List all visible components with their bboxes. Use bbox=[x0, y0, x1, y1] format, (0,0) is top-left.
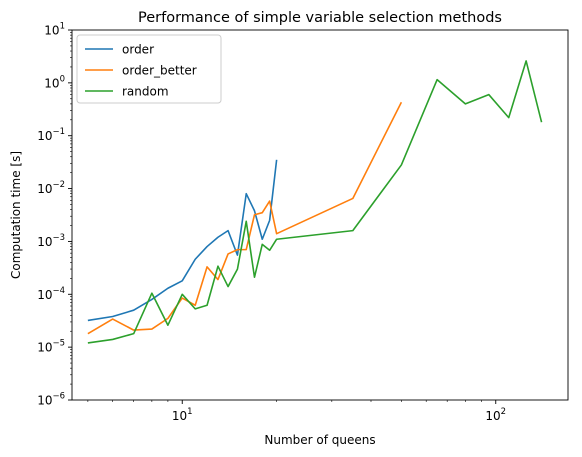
y-tick-label: 100 bbox=[44, 74, 65, 90]
legend-label-order_better: order_better bbox=[122, 64, 197, 78]
y-tick-label: 10−4 bbox=[37, 286, 65, 302]
y-axis-title: Computation time [s] bbox=[9, 151, 23, 279]
series-line-order_better bbox=[87, 101, 403, 335]
y-tick-label: 10−5 bbox=[37, 339, 65, 355]
axes-layer: 10−6 10−5 10−4 10−3 10−2 10−1 100 101 101 102 bbox=[37, 22, 569, 423]
x-tick-label: 101 bbox=[172, 407, 193, 423]
x-tick-label: 102 bbox=[485, 407, 506, 423]
y-tick-label: 101 bbox=[44, 22, 65, 38]
y-tick-label: 10−6 bbox=[37, 392, 65, 408]
y-tick-label: 10−1 bbox=[37, 127, 65, 143]
legend-label-order: order bbox=[122, 43, 154, 57]
plot-frame bbox=[71, 29, 569, 401]
x-axis-title: Number of queens bbox=[264, 433, 375, 447]
chart-title: Performance of simple variable selection… bbox=[138, 10, 502, 26]
series-line-random bbox=[87, 60, 543, 344]
legend-label-random: random bbox=[122, 85, 169, 99]
y-tick-label: 10−2 bbox=[37, 180, 65, 196]
legend-box bbox=[76, 34, 222, 104]
series-line-order bbox=[87, 159, 278, 322]
series-layer bbox=[87, 60, 543, 344]
y-tick-label: 10−3 bbox=[37, 233, 65, 249]
